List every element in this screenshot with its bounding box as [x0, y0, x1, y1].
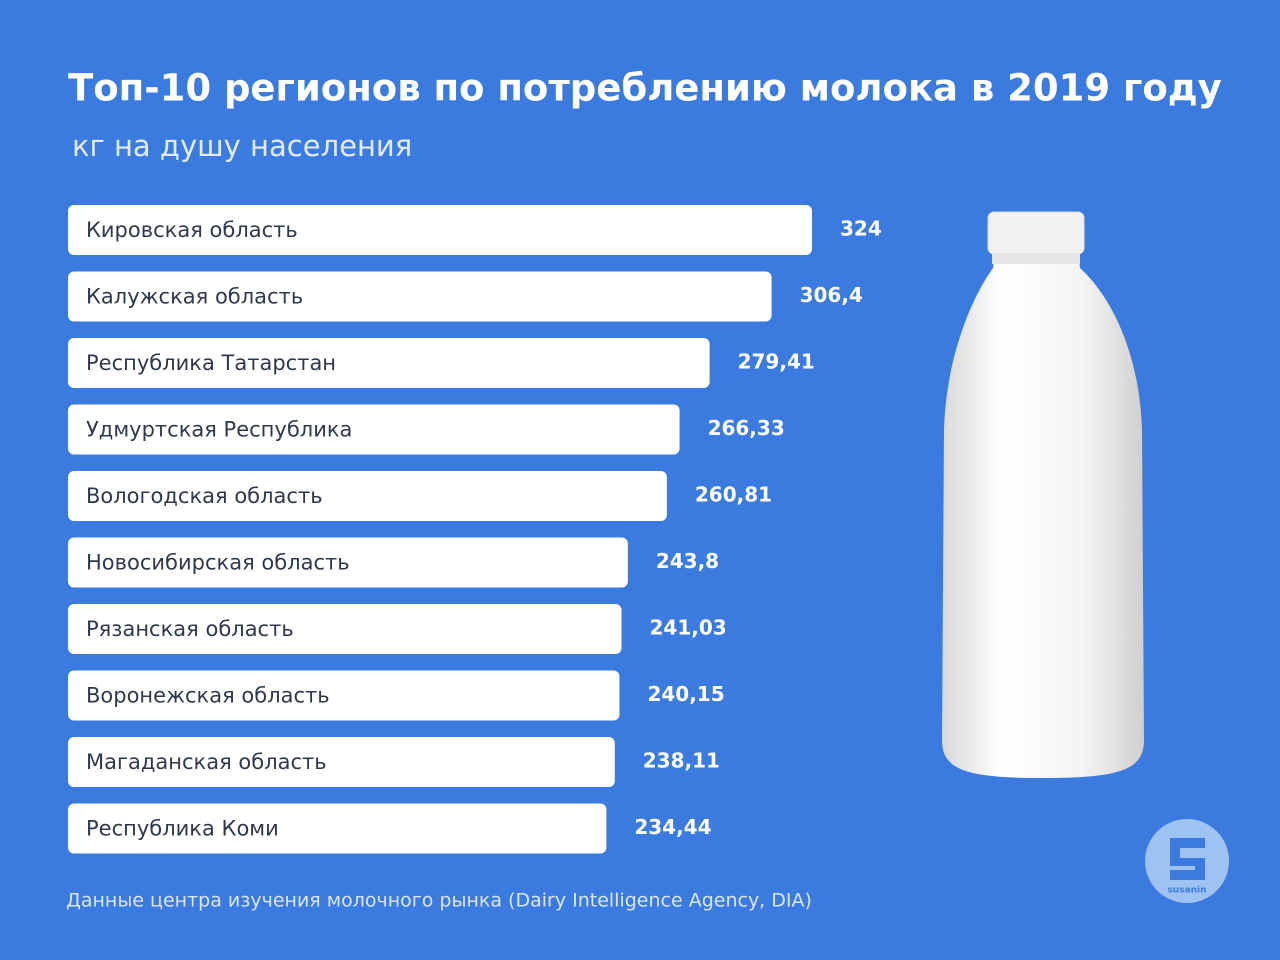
value-label: 234,44 [634, 815, 711, 839]
bar [68, 471, 667, 521]
value-label: 238,11 [643, 749, 720, 773]
category-label: Республика Татарстан [86, 351, 336, 375]
bar [68, 604, 622, 654]
value-label: 240,15 [647, 682, 724, 706]
value-label: 260,81 [695, 483, 772, 507]
bottle-illustration [942, 211, 1144, 778]
chart-title: Топ-10 регионов по потреблению молока в … [68, 67, 1222, 110]
bar [68, 737, 615, 787]
chart-subtitle: кг на душу населения [72, 129, 412, 163]
category-label: Республика Коми [86, 817, 279, 841]
value-label: 306,4 [800, 283, 863, 307]
value-label: 324 [840, 217, 882, 241]
category-label: Воронежская область [86, 684, 330, 708]
bar [68, 670, 620, 721]
category-label: Магаданская область [86, 750, 327, 774]
value-label: 279,41 [738, 350, 815, 374]
bar [68, 205, 812, 255]
value-label: 241,03 [649, 616, 726, 640]
bar [68, 271, 772, 322]
logo: susanin [1145, 819, 1229, 903]
value-label: 243,8 [656, 549, 719, 573]
category-label: Новосибирская область [86, 551, 350, 575]
category-label: Вологодская область [86, 484, 323, 508]
bar [68, 338, 710, 388]
bar [68, 404, 680, 455]
category-label: Рязанская область [86, 617, 294, 641]
value-label: 266,33 [708, 416, 785, 440]
bar [68, 803, 607, 854]
category-label: Калужская область [86, 285, 303, 309]
logo-text: susanin [1167, 886, 1206, 896]
category-label: Кировская область [86, 218, 298, 242]
bar [68, 537, 628, 588]
category-label: Удмуртская Республика [86, 418, 352, 442]
source-note: Данные центра изучения молочного рынка (… [66, 890, 812, 912]
